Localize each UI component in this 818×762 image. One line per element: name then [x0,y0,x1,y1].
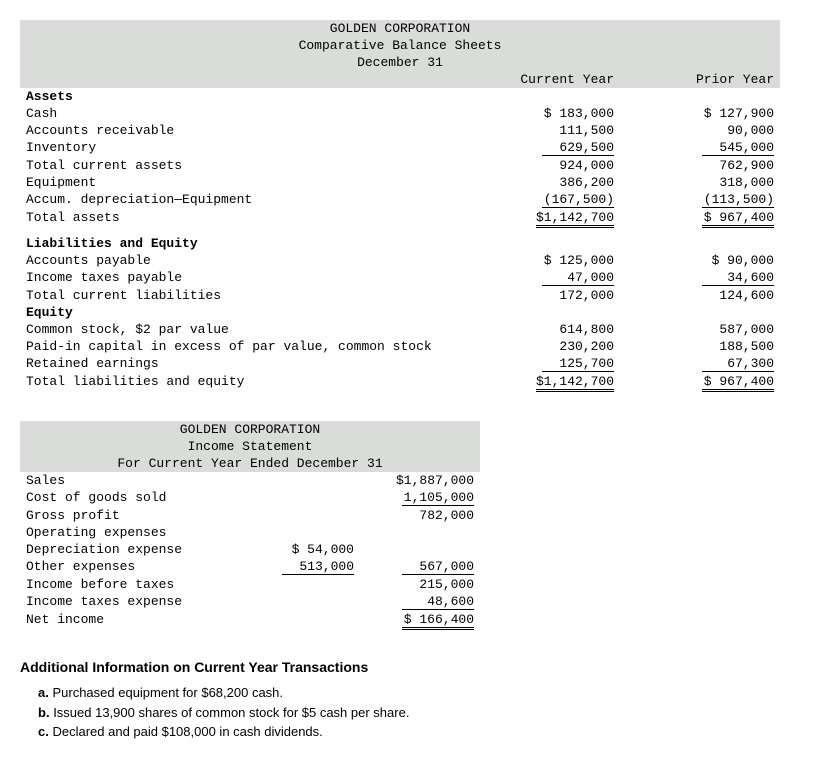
addl-c: Declared and paid $108,000 in cash divid… [52,724,322,739]
bs-col-current: Current Year [460,71,620,88]
row-tca-py: 762,900 [702,158,774,173]
row-tle-cy: $1,142,700 [536,374,614,392]
is-oth-v1: 513,000 [282,559,354,575]
is-gp-v: 782,000 [402,508,474,523]
additional-info-list: a. Purchased equipment for $68,200 cash.… [20,683,798,742]
is-cogs-v: 1,105,000 [402,490,474,506]
is-title-1: GOLDEN CORPORATION [20,421,480,438]
row-cs-label: Common stock, $2 par value [20,321,460,338]
is-sales-v: $1,887,000 [396,473,474,488]
is-sales-label: Sales [20,472,250,489]
row-cs-py: 587,000 [702,322,774,337]
row-tcl-py: 124,600 [702,288,774,303]
row-pic-label: Paid-in capital in excess of par value, … [20,338,460,355]
is-oth-v2: 567,000 [402,559,474,575]
row-equip-py: 318,000 [702,175,774,190]
balance-sheet-table: GOLDEN CORPORATION Comparative Balance S… [20,20,780,393]
is-ite-v: 48,600 [402,594,474,610]
row-ap-label: Accounts payable [20,252,460,269]
income-statement-table: GOLDEN CORPORATION Income Statement For … [20,421,480,631]
row-ar-py: 90,000 [702,123,774,138]
is-ibt-label: Income before taxes [20,576,250,593]
bs-title-2: Comparative Balance Sheets [20,37,780,54]
row-pic-py: 188,500 [702,339,774,354]
is-title-2: Income Statement [20,438,480,455]
row-cash-py: $ 127,900 [702,106,774,121]
liab-header: Liabilities and Equity [20,235,460,252]
row-accdep-label: Accum. depreciation—Equipment [20,191,460,209]
row-ta-label: Total assets [20,209,460,229]
row-inv-cy: 629,500 [542,140,614,156]
row-pic-cy: 230,200 [542,339,614,354]
row-cash-label: Cash [20,105,460,122]
bs-title-1: GOLDEN CORPORATION [20,20,780,37]
row-re-cy: 125,700 [542,356,614,372]
row-ap-py: $ 90,000 [702,253,774,268]
is-ni-label: Net income [20,611,250,631]
is-ite-label: Income taxes expense [20,593,250,611]
is-opex-label: Operating expenses [20,524,250,541]
row-cash-cy: $ 183,000 [542,106,614,121]
row-accdep-cy: (167,500) [542,192,614,208]
row-itp-py: 34,600 [702,270,774,286]
row-itp-label: Income taxes payable [20,269,460,287]
row-inv-py: 545,000 [702,140,774,156]
addl-a: Purchased equipment for $68,200 cash. [52,685,283,700]
additional-info-title: Additional Information on Current Year T… [20,659,798,675]
bs-title-3: December 31 [20,54,780,71]
row-ta-cy: $1,142,700 [536,210,614,228]
addl-b: Issued 13,900 shares of common stock for… [53,705,409,720]
row-re-label: Retained earnings [20,355,460,373]
is-title-3: For Current Year Ended December 31 [20,455,480,472]
row-equip-cy: 386,200 [542,175,614,190]
row-cs-cy: 614,800 [542,322,614,337]
row-itp-cy: 47,000 [542,270,614,286]
row-tle-label: Total liabilities and equity [20,373,460,393]
row-equip-label: Equipment [20,174,460,191]
row-tcl-cy: 172,000 [542,288,614,303]
addl-b-lbl: b. [38,705,50,720]
addl-a-lbl: a. [38,685,49,700]
is-cogs-label: Cost of goods sold [20,489,250,507]
row-inv-label: Inventory [20,139,460,157]
is-dep-label: Depreciation expense [20,541,250,558]
row-ap-cy: $ 125,000 [542,253,614,268]
is-ibt-v: 215,000 [402,577,474,592]
is-ni-v: $ 166,400 [402,612,474,630]
row-re-py: 67,300 [702,356,774,372]
is-oth-label: Other expenses [20,558,250,576]
row-tca-label: Total current assets [20,157,460,174]
is-dep-v1: $ 54,000 [282,542,354,557]
is-gp-label: Gross profit [20,507,250,524]
addl-c-lbl: c. [38,724,49,739]
row-accdep-py: (113,500) [702,192,774,208]
row-ar-label: Accounts receivable [20,122,460,139]
bs-col-prior: Prior Year [620,71,780,88]
assets-header: Assets [20,88,460,105]
row-ar-cy: 111,500 [542,123,614,138]
row-ta-py: $ 967,400 [702,210,774,228]
row-tle-py: $ 967,400 [702,374,774,392]
equity-header: Equity [20,304,460,321]
row-tcl-label: Total current liabilities [20,287,460,304]
row-tca-cy: 924,000 [542,158,614,173]
